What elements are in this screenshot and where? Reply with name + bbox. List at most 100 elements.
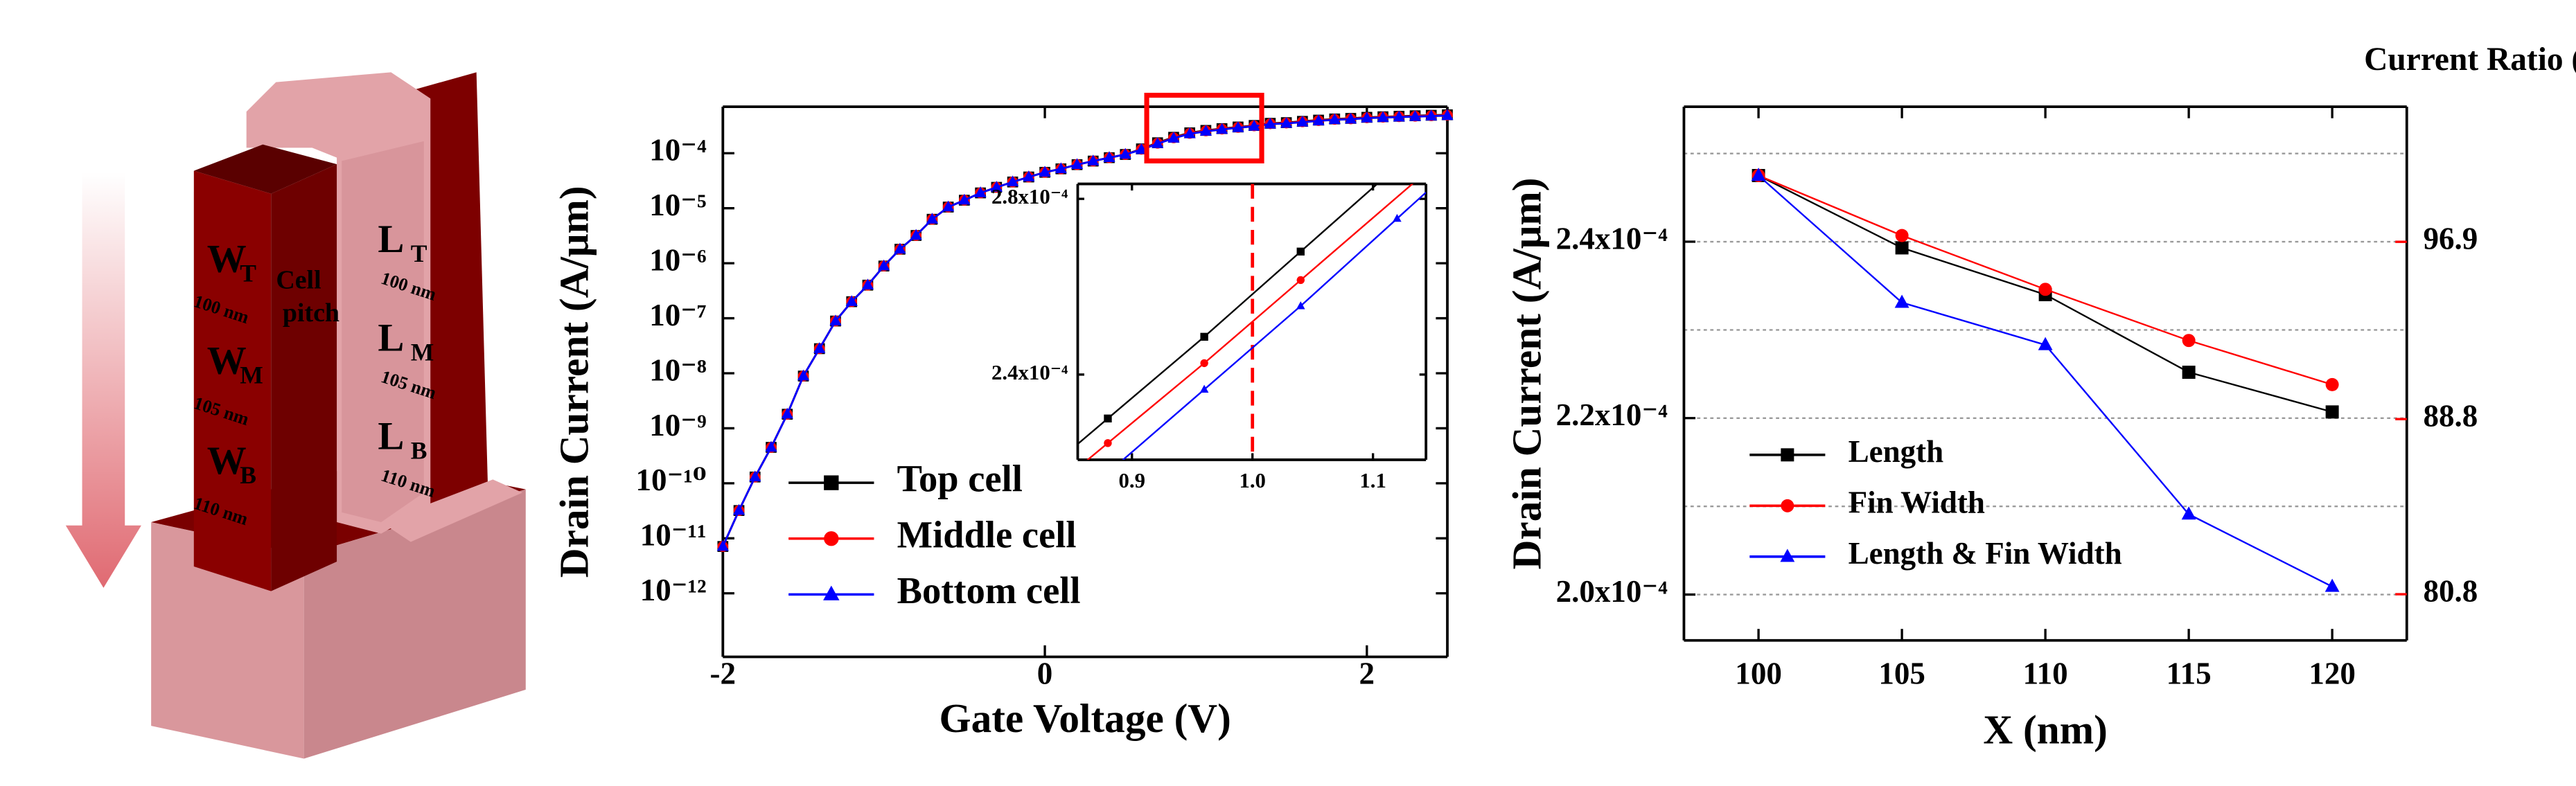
marker — [2324, 578, 2340, 592]
fin-top — [193, 144, 337, 194]
x-tick-label: 100 — [1735, 656, 1782, 690]
marker — [1361, 111, 1373, 123]
line-extension — [1300, 184, 1379, 253]
line-extension — [1086, 442, 1109, 460]
x-tick-label: 105 — [1878, 656, 1925, 690]
marker — [894, 242, 906, 254]
y-tick-label: 10⁻⁸ — [649, 352, 706, 387]
y-tick-label: 10⁻¹² — [640, 573, 707, 607]
x-axis-title: X (nm) — [1983, 707, 2107, 753]
marker — [1344, 112, 1357, 124]
marker — [1328, 113, 1341, 125]
x-tick-label: 1.1 — [1359, 469, 1386, 492]
marker — [1232, 121, 1244, 132]
legend-marker — [824, 475, 839, 490]
dimension-symbol: W — [207, 339, 247, 382]
line-extension — [1122, 388, 1205, 460]
legend-label: Length — [1849, 434, 1944, 469]
y-tick-label: 10⁻⁷ — [649, 298, 706, 332]
y-tick-label: 2.8x10⁻⁴ — [991, 185, 1068, 208]
marker — [2182, 366, 2196, 379]
highlight-box — [1144, 92, 1264, 163]
legend-marker — [824, 531, 839, 546]
marker — [1200, 359, 1208, 368]
marker — [1393, 213, 1402, 222]
marker — [910, 229, 922, 240]
marker — [1006, 175, 1019, 187]
dimension-symbol: W — [207, 439, 247, 483]
x-tick-label: 0.9 — [1119, 469, 1146, 492]
y-tick-label: 10⁻⁹ — [649, 408, 706, 443]
cell-pitch-label: pitch — [283, 298, 339, 328]
marker — [1216, 123, 1228, 134]
y-tick-label: 10⁻¹⁰ — [636, 463, 707, 497]
y2-axis-title: Current Ratio (%) — [2364, 42, 2576, 78]
marker — [1183, 127, 1196, 139]
marker — [1425, 109, 1438, 120]
dimension-symbol: W — [207, 237, 247, 280]
marker — [1296, 247, 1305, 256]
series-group — [1077, 184, 1379, 445]
marker — [1264, 117, 1276, 129]
fin-front — [193, 170, 272, 591]
series-group — [1122, 191, 1427, 460]
x-tick-label: 120 — [2309, 656, 2356, 690]
marker — [1409, 110, 1422, 121]
legend-label: Bottom cell — [897, 569, 1081, 611]
dimension-symbol: L — [378, 415, 404, 458]
dimension-subscript: B — [240, 461, 256, 489]
direction-arrow — [65, 172, 141, 588]
x-tick-label: 110 — [2023, 656, 2068, 690]
legend-marker — [1781, 499, 1794, 512]
dimension-subscript: T — [240, 260, 256, 287]
marker — [1167, 132, 1180, 143]
x-tick-label: 0 — [1037, 656, 1053, 690]
marker — [1055, 162, 1067, 174]
y-tick-label: 10⁻⁵ — [649, 188, 706, 222]
marker — [716, 539, 729, 551]
marker — [1087, 154, 1100, 166]
marker — [1895, 241, 1909, 255]
dimension-symbol: L — [378, 217, 404, 261]
marker — [1751, 168, 1766, 181]
y-tick-label: 10⁻⁴ — [649, 133, 707, 168]
y-axis-title: Drain Current (A/μm) — [1504, 178, 1550, 570]
marker — [765, 440, 777, 452]
marker — [2181, 506, 2196, 520]
marker — [829, 314, 842, 325]
dimension-subscript: M — [411, 338, 434, 366]
dimension-subscript: T — [411, 240, 427, 267]
marker — [1377, 111, 1389, 123]
marker — [1200, 332, 1208, 341]
y2-tick-label: 88.8 — [2423, 399, 2478, 434]
line-extension — [1300, 184, 1414, 281]
x-axis-title: Gate Voltage (V) — [939, 695, 1230, 741]
legend-marker — [823, 585, 840, 600]
marker — [1296, 301, 1305, 310]
marker — [1199, 125, 1212, 136]
y2-tick-label: 96.9 — [2423, 222, 2478, 256]
line-extension — [1396, 191, 1427, 220]
marker — [1039, 166, 1051, 177]
marker — [1296, 276, 1305, 285]
marker — [926, 213, 939, 224]
marker — [2325, 377, 2339, 391]
y-tick-label: 2.4x10⁻⁴ — [1556, 221, 1668, 256]
marker — [974, 186, 987, 197]
marker — [1103, 151, 1115, 162]
marker — [1199, 384, 1209, 393]
marker — [1023, 170, 1035, 181]
legend-label: Length & Fin Width — [1849, 536, 2122, 571]
marker — [878, 259, 890, 271]
marker — [732, 503, 746, 515]
marker — [1119, 148, 1131, 159]
marker — [2038, 337, 2053, 350]
marker — [1441, 109, 1454, 120]
device-diagram — [65, 72, 526, 759]
y-tick-label: 2.4x10⁻⁴ — [991, 361, 1068, 384]
series-group — [1086, 184, 1414, 460]
line-extension — [1077, 418, 1109, 445]
marker — [2182, 334, 2196, 348]
legend-label: Fin Width — [1849, 485, 1985, 520]
